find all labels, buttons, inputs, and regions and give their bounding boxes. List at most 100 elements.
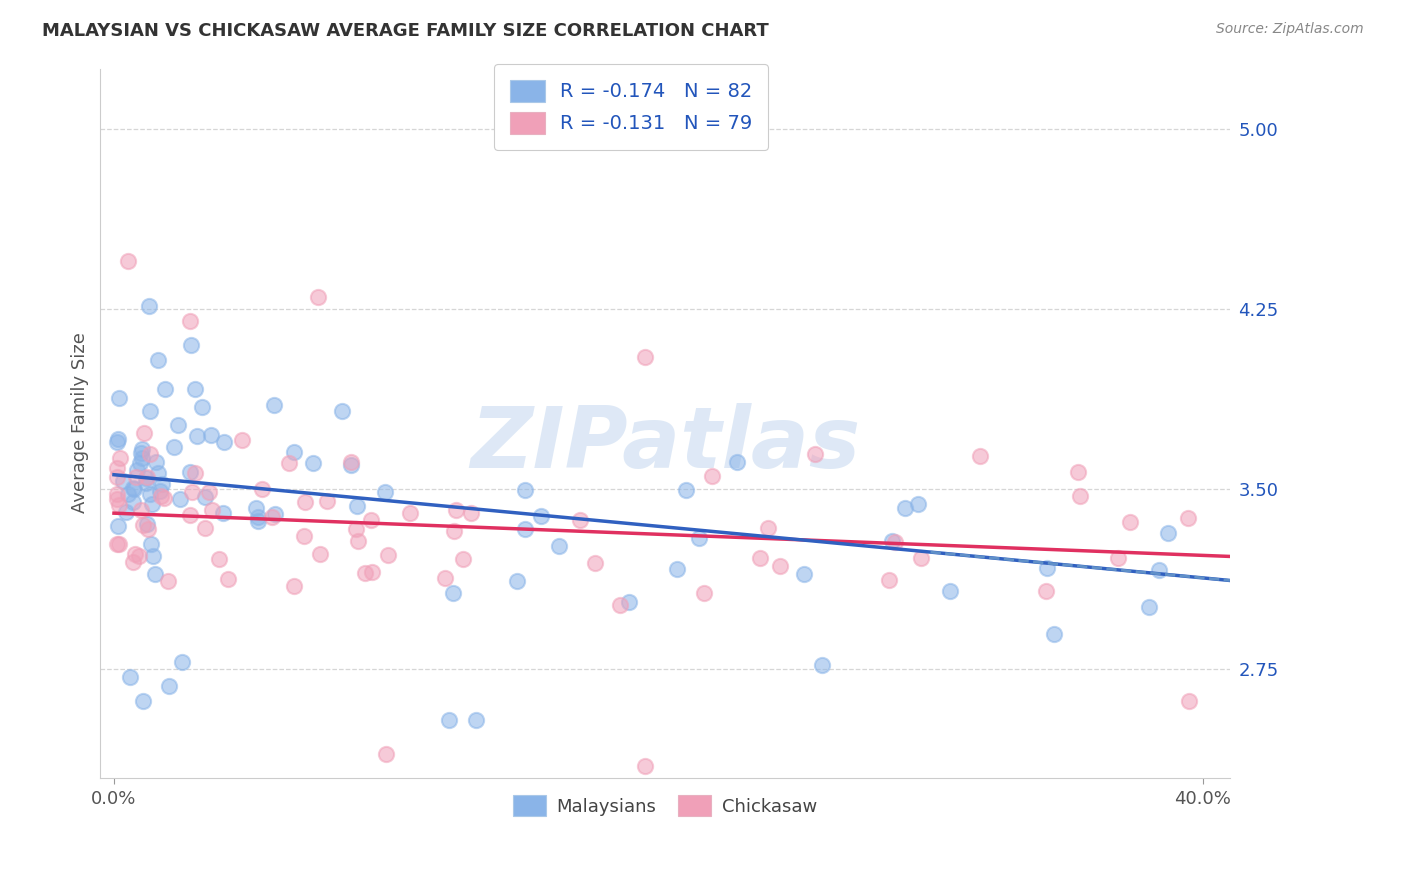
- Chickasaw: [433, 571, 456, 585]
- Text: MALAYSIAN VS CHICKASAW AVERAGE FAMILY SIZE CORRELATION CHART: MALAYSIAN VS CHICKASAW AVERAGE FAMILY SI…: [42, 22, 769, 40]
- Malaysians: [1036, 561, 1059, 575]
- Chickasaw: [135, 470, 157, 484]
- Malaysians: [129, 456, 152, 470]
- Malaysians: [1137, 600, 1160, 615]
- Chickasaw: [749, 550, 772, 565]
- Malaysians: [264, 507, 287, 521]
- Malaysians: [135, 475, 157, 490]
- Malaysians: [283, 444, 305, 458]
- Malaysians: [907, 497, 929, 511]
- Malaysians: [136, 516, 159, 531]
- Chickasaw: [108, 450, 131, 465]
- Chickasaw: [124, 470, 146, 484]
- Malaysians: [139, 537, 162, 551]
- Malaysians: [212, 507, 235, 521]
- Malaysians: [530, 509, 553, 524]
- Malaysians: [105, 434, 128, 449]
- Malaysians: [107, 391, 129, 405]
- Chickasaw: [105, 491, 128, 506]
- Chickasaw: [278, 456, 301, 470]
- Chickasaw: [283, 579, 305, 593]
- Chickasaw: [460, 507, 482, 521]
- Chickasaw: [105, 487, 128, 501]
- Chickasaw: [360, 513, 382, 527]
- Malaysians: [129, 446, 152, 460]
- Chickasaw: [609, 598, 631, 612]
- Chickasaw: [181, 485, 204, 500]
- Malaysians: [810, 657, 832, 672]
- Chickasaw: [231, 433, 253, 447]
- Chickasaw: [700, 469, 723, 483]
- Chickasaw: [129, 502, 152, 516]
- Malaysians: [118, 670, 141, 684]
- Chickasaw: [583, 556, 606, 570]
- Chickasaw: [347, 533, 370, 548]
- Malaysians: [115, 505, 138, 519]
- Chickasaw: [136, 522, 159, 536]
- Malaysians: [186, 429, 208, 443]
- Chickasaw: [1069, 489, 1091, 503]
- Y-axis label: Average Family Size: Average Family Size: [72, 333, 89, 514]
- Malaysians: [180, 338, 202, 352]
- Chickasaw: [217, 572, 239, 586]
- Malaysians: [263, 399, 285, 413]
- Malaysians: [121, 482, 143, 496]
- Malaysians: [125, 463, 148, 477]
- Chickasaw: [804, 447, 827, 461]
- Chickasaw: [1035, 583, 1057, 598]
- Malaysians: [894, 500, 917, 515]
- Malaysians: [792, 566, 814, 581]
- Malaysians: [506, 574, 529, 589]
- Chickasaw: [884, 535, 907, 549]
- Chickasaw: [200, 502, 222, 516]
- Chickasaw: [107, 537, 129, 551]
- Chickasaw: [1107, 550, 1129, 565]
- Chickasaw: [260, 509, 283, 524]
- Malaysians: [122, 495, 145, 509]
- Malaysians: [184, 382, 207, 396]
- Malaysians: [170, 655, 193, 669]
- Malaysians: [139, 487, 162, 501]
- Malaysians: [465, 713, 488, 727]
- Malaysians: [332, 403, 354, 417]
- Malaysians: [139, 403, 162, 417]
- Chickasaw: [399, 507, 422, 521]
- Chickasaw: [292, 529, 315, 543]
- Chickasaw: [375, 747, 398, 761]
- Malaysians: [374, 484, 396, 499]
- Chickasaw: [121, 555, 143, 569]
- Chickasaw: [108, 499, 131, 513]
- Chickasaw: [569, 513, 592, 527]
- Malaysians: [245, 500, 267, 515]
- Malaysians: [169, 491, 191, 506]
- Chickasaw: [1067, 465, 1090, 479]
- Chickasaw: [346, 522, 368, 536]
- Malaysians: [131, 450, 153, 465]
- Chickasaw: [157, 574, 180, 588]
- Malaysians: [200, 428, 222, 442]
- Chickasaw: [1177, 510, 1199, 524]
- Malaysians: [1147, 563, 1170, 577]
- Chickasaw: [294, 495, 316, 509]
- Malaysians: [111, 474, 134, 488]
- Malaysians: [346, 499, 368, 513]
- Chickasaw: [769, 558, 792, 573]
- Chickasaw: [443, 524, 465, 539]
- Chickasaw: [316, 493, 339, 508]
- Malaysians: [150, 476, 173, 491]
- Malaysians: [340, 458, 363, 472]
- Malaysians: [437, 713, 460, 727]
- Chickasaw: [128, 549, 150, 564]
- Chickasaw: [184, 466, 207, 480]
- Chickasaw: [132, 426, 155, 441]
- Chickasaw: [193, 521, 215, 535]
- Malaysians: [725, 455, 748, 469]
- Malaysians: [619, 594, 641, 608]
- Chickasaw: [634, 758, 657, 772]
- Malaysians: [880, 533, 903, 548]
- Chickasaw: [105, 460, 128, 475]
- Chickasaw: [132, 518, 155, 533]
- Legend: Malaysians, Chickasaw: Malaysians, Chickasaw: [505, 787, 825, 825]
- Chickasaw: [307, 290, 329, 304]
- Chickasaw: [377, 548, 399, 562]
